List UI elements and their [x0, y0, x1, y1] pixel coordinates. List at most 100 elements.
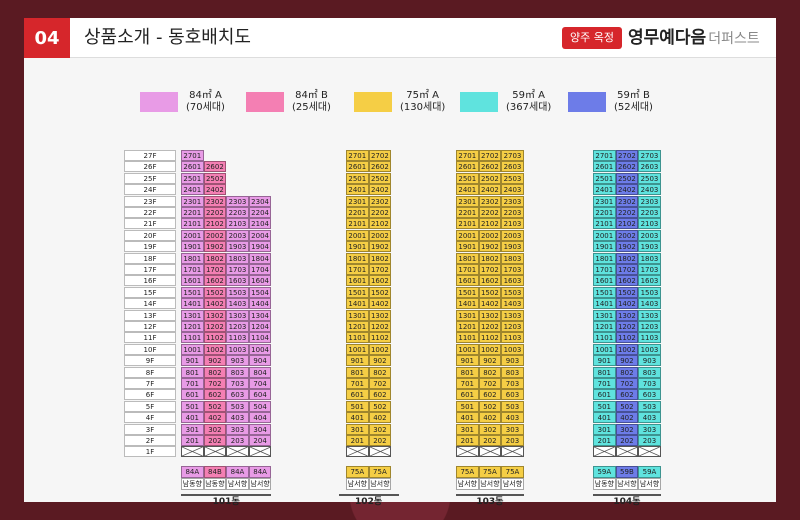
unit-cell[interactable]: 302	[368, 423, 392, 435]
unit-cell[interactable]: 1501	[593, 286, 616, 298]
unit-cell[interactable]: 2501	[181, 172, 204, 184]
unit-cell[interactable]: 2203	[226, 207, 249, 218]
unit-cell[interactable]: 2703	[501, 150, 524, 161]
unit-cell[interactable]: 2502	[203, 172, 227, 184]
unit-cell[interactable]: 1202	[203, 321, 227, 332]
unit-cell[interactable]: 2001	[346, 229, 369, 241]
unit-cell[interactable]: 2402	[203, 184, 227, 196]
unit-cell[interactable]: 1402	[203, 298, 227, 310]
unit-cell[interactable]: 1401	[456, 298, 479, 310]
unit-cell[interactable]: 603	[501, 389, 524, 401]
unit-cell[interactable]: 1802	[368, 252, 392, 264]
unit-cell[interactable]: 2201	[346, 207, 369, 218]
unit-cell[interactable]: 2602	[615, 161, 639, 173]
unit-cell[interactable]: 1804	[248, 252, 272, 264]
unit-cell[interactable]: 202	[478, 435, 502, 446]
unit-cell[interactable]: 1901	[346, 241, 369, 253]
unit-cell[interactable]: 2302	[368, 195, 392, 207]
unit-cell[interactable]: 201	[593, 435, 616, 446]
unit-cell[interactable]: 902	[478, 355, 502, 367]
unit-cell[interactable]: 2301	[456, 195, 479, 207]
unit-cell[interactable]: 702	[203, 378, 227, 389]
unit-cell[interactable]: 1802	[478, 252, 502, 264]
unit-cell[interactable]: 1501	[456, 286, 479, 298]
unit-cell[interactable]: 2103	[638, 218, 661, 230]
unit-cell[interactable]: 1802	[203, 252, 227, 264]
unit-cell[interactable]: 1901	[593, 241, 616, 253]
unit-cell[interactable]: 802	[203, 366, 227, 378]
unit-cell[interactable]: 2304	[248, 195, 272, 207]
unit-cell[interactable]: 501	[593, 400, 616, 412]
unit-cell[interactable]: 2301	[593, 195, 616, 207]
unit-cell[interactable]: 1602	[203, 275, 227, 287]
unit-cell[interactable]: 301	[456, 423, 479, 435]
unit-cell[interactable]: 303	[226, 423, 249, 435]
unit-cell[interactable]: 1002	[203, 343, 227, 355]
unit-cell[interactable]: 2602	[368, 161, 392, 173]
unit-cell[interactable]: 2603	[638, 161, 661, 173]
unit-cell[interactable]: 1502	[615, 286, 639, 298]
unit-cell[interactable]: 2401	[181, 184, 204, 196]
unit-cell[interactable]: 1402	[615, 298, 639, 310]
unit-cell[interactable]: 1701	[456, 264, 479, 275]
unit-cell[interactable]: 604	[248, 389, 272, 401]
unit-cell[interactable]: 602	[368, 389, 392, 401]
unit-cell[interactable]: 202	[203, 435, 227, 446]
unit-cell[interactable]: 1101	[456, 332, 479, 344]
unit-cell[interactable]: 1504	[248, 286, 272, 298]
unit-cell[interactable]: 302	[203, 423, 227, 435]
unit-cell[interactable]: 1601	[593, 275, 616, 287]
unit-cell[interactable]: 1203	[501, 321, 524, 332]
unit-cell[interactable]: 1602	[615, 275, 639, 287]
unit-cell[interactable]: 804	[248, 366, 272, 378]
unit-cell[interactable]: 1602	[478, 275, 502, 287]
unit-cell[interactable]: 2201	[456, 207, 479, 218]
unit-cell[interactable]: 1902	[368, 241, 392, 253]
unit-cell[interactable]: 2303	[638, 195, 661, 207]
unit-cell[interactable]: 1502	[478, 286, 502, 298]
unit-cell[interactable]: 1001	[456, 343, 479, 355]
unit-cell[interactable]: 602	[615, 389, 639, 401]
unit-cell[interactable]: 1401	[346, 298, 369, 310]
unit-cell[interactable]: 701	[456, 378, 479, 389]
unit-cell[interactable]: 204	[248, 435, 272, 446]
unit-cell[interactable]: 401	[593, 412, 616, 424]
unit-cell[interactable]: 1204	[248, 321, 272, 332]
unit-cell[interactable]: 1903	[501, 241, 524, 253]
unit-cell[interactable]: 404	[248, 412, 272, 424]
unit-cell[interactable]: 2703	[638, 150, 661, 161]
unit-cell[interactable]: 1703	[501, 264, 524, 275]
unit-cell[interactable]: 2702	[368, 150, 392, 161]
unit-cell[interactable]: 2303	[501, 195, 524, 207]
unit-cell[interactable]: 1803	[226, 252, 249, 264]
unit-cell[interactable]: 602	[478, 389, 502, 401]
unit-cell[interactable]: 501	[346, 400, 369, 412]
unit-cell[interactable]: 904	[248, 355, 272, 367]
unit-cell[interactable]: 2202	[478, 207, 502, 218]
unit-cell[interactable]: 2104	[248, 218, 272, 230]
unit-cell[interactable]: 702	[478, 378, 502, 389]
unit-cell[interactable]: 903	[501, 355, 524, 367]
unit-cell[interactable]: 1703	[226, 264, 249, 275]
unit-cell[interactable]: 1103	[501, 332, 524, 344]
unit-cell[interactable]: 2501	[456, 172, 479, 184]
unit-cell[interactable]: 2601	[456, 161, 479, 173]
unit-cell[interactable]: 2204	[248, 207, 272, 218]
unit-cell[interactable]: 902	[615, 355, 639, 367]
unit-cell[interactable]: 2002	[615, 229, 639, 241]
unit-cell[interactable]: 1302	[478, 309, 502, 321]
unit-cell[interactable]: 702	[368, 378, 392, 389]
unit-cell[interactable]: 402	[478, 412, 502, 424]
unit-cell[interactable]: 901	[456, 355, 479, 367]
unit-cell[interactable]: 2002	[478, 229, 502, 241]
unit-cell[interactable]: 502	[368, 400, 392, 412]
unit-cell[interactable]: 1001	[181, 343, 204, 355]
unit-cell[interactable]: 902	[203, 355, 227, 367]
unit-cell[interactable]: 901	[593, 355, 616, 367]
unit-cell[interactable]: 601	[181, 389, 204, 401]
unit-cell[interactable]: 1602	[368, 275, 392, 287]
unit-cell[interactable]: 1902	[203, 241, 227, 253]
unit-cell[interactable]: 1501	[346, 286, 369, 298]
unit-cell[interactable]: 901	[181, 355, 204, 367]
unit-cell[interactable]: 2301	[181, 195, 204, 207]
